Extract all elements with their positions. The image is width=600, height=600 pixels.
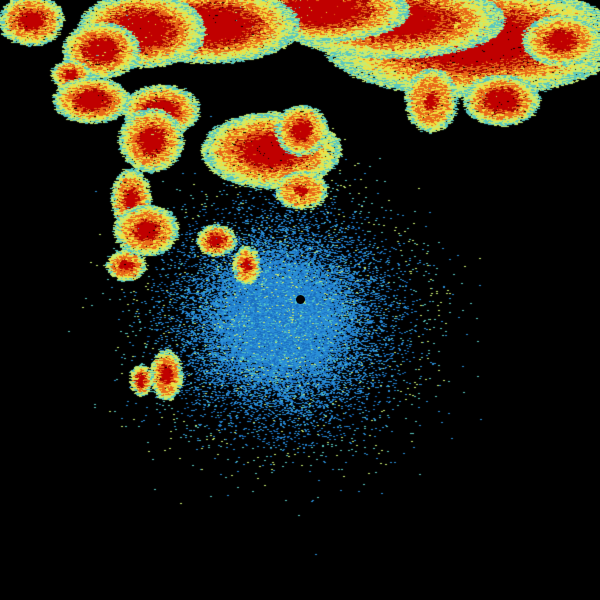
radar-site-marker [296, 295, 305, 304]
